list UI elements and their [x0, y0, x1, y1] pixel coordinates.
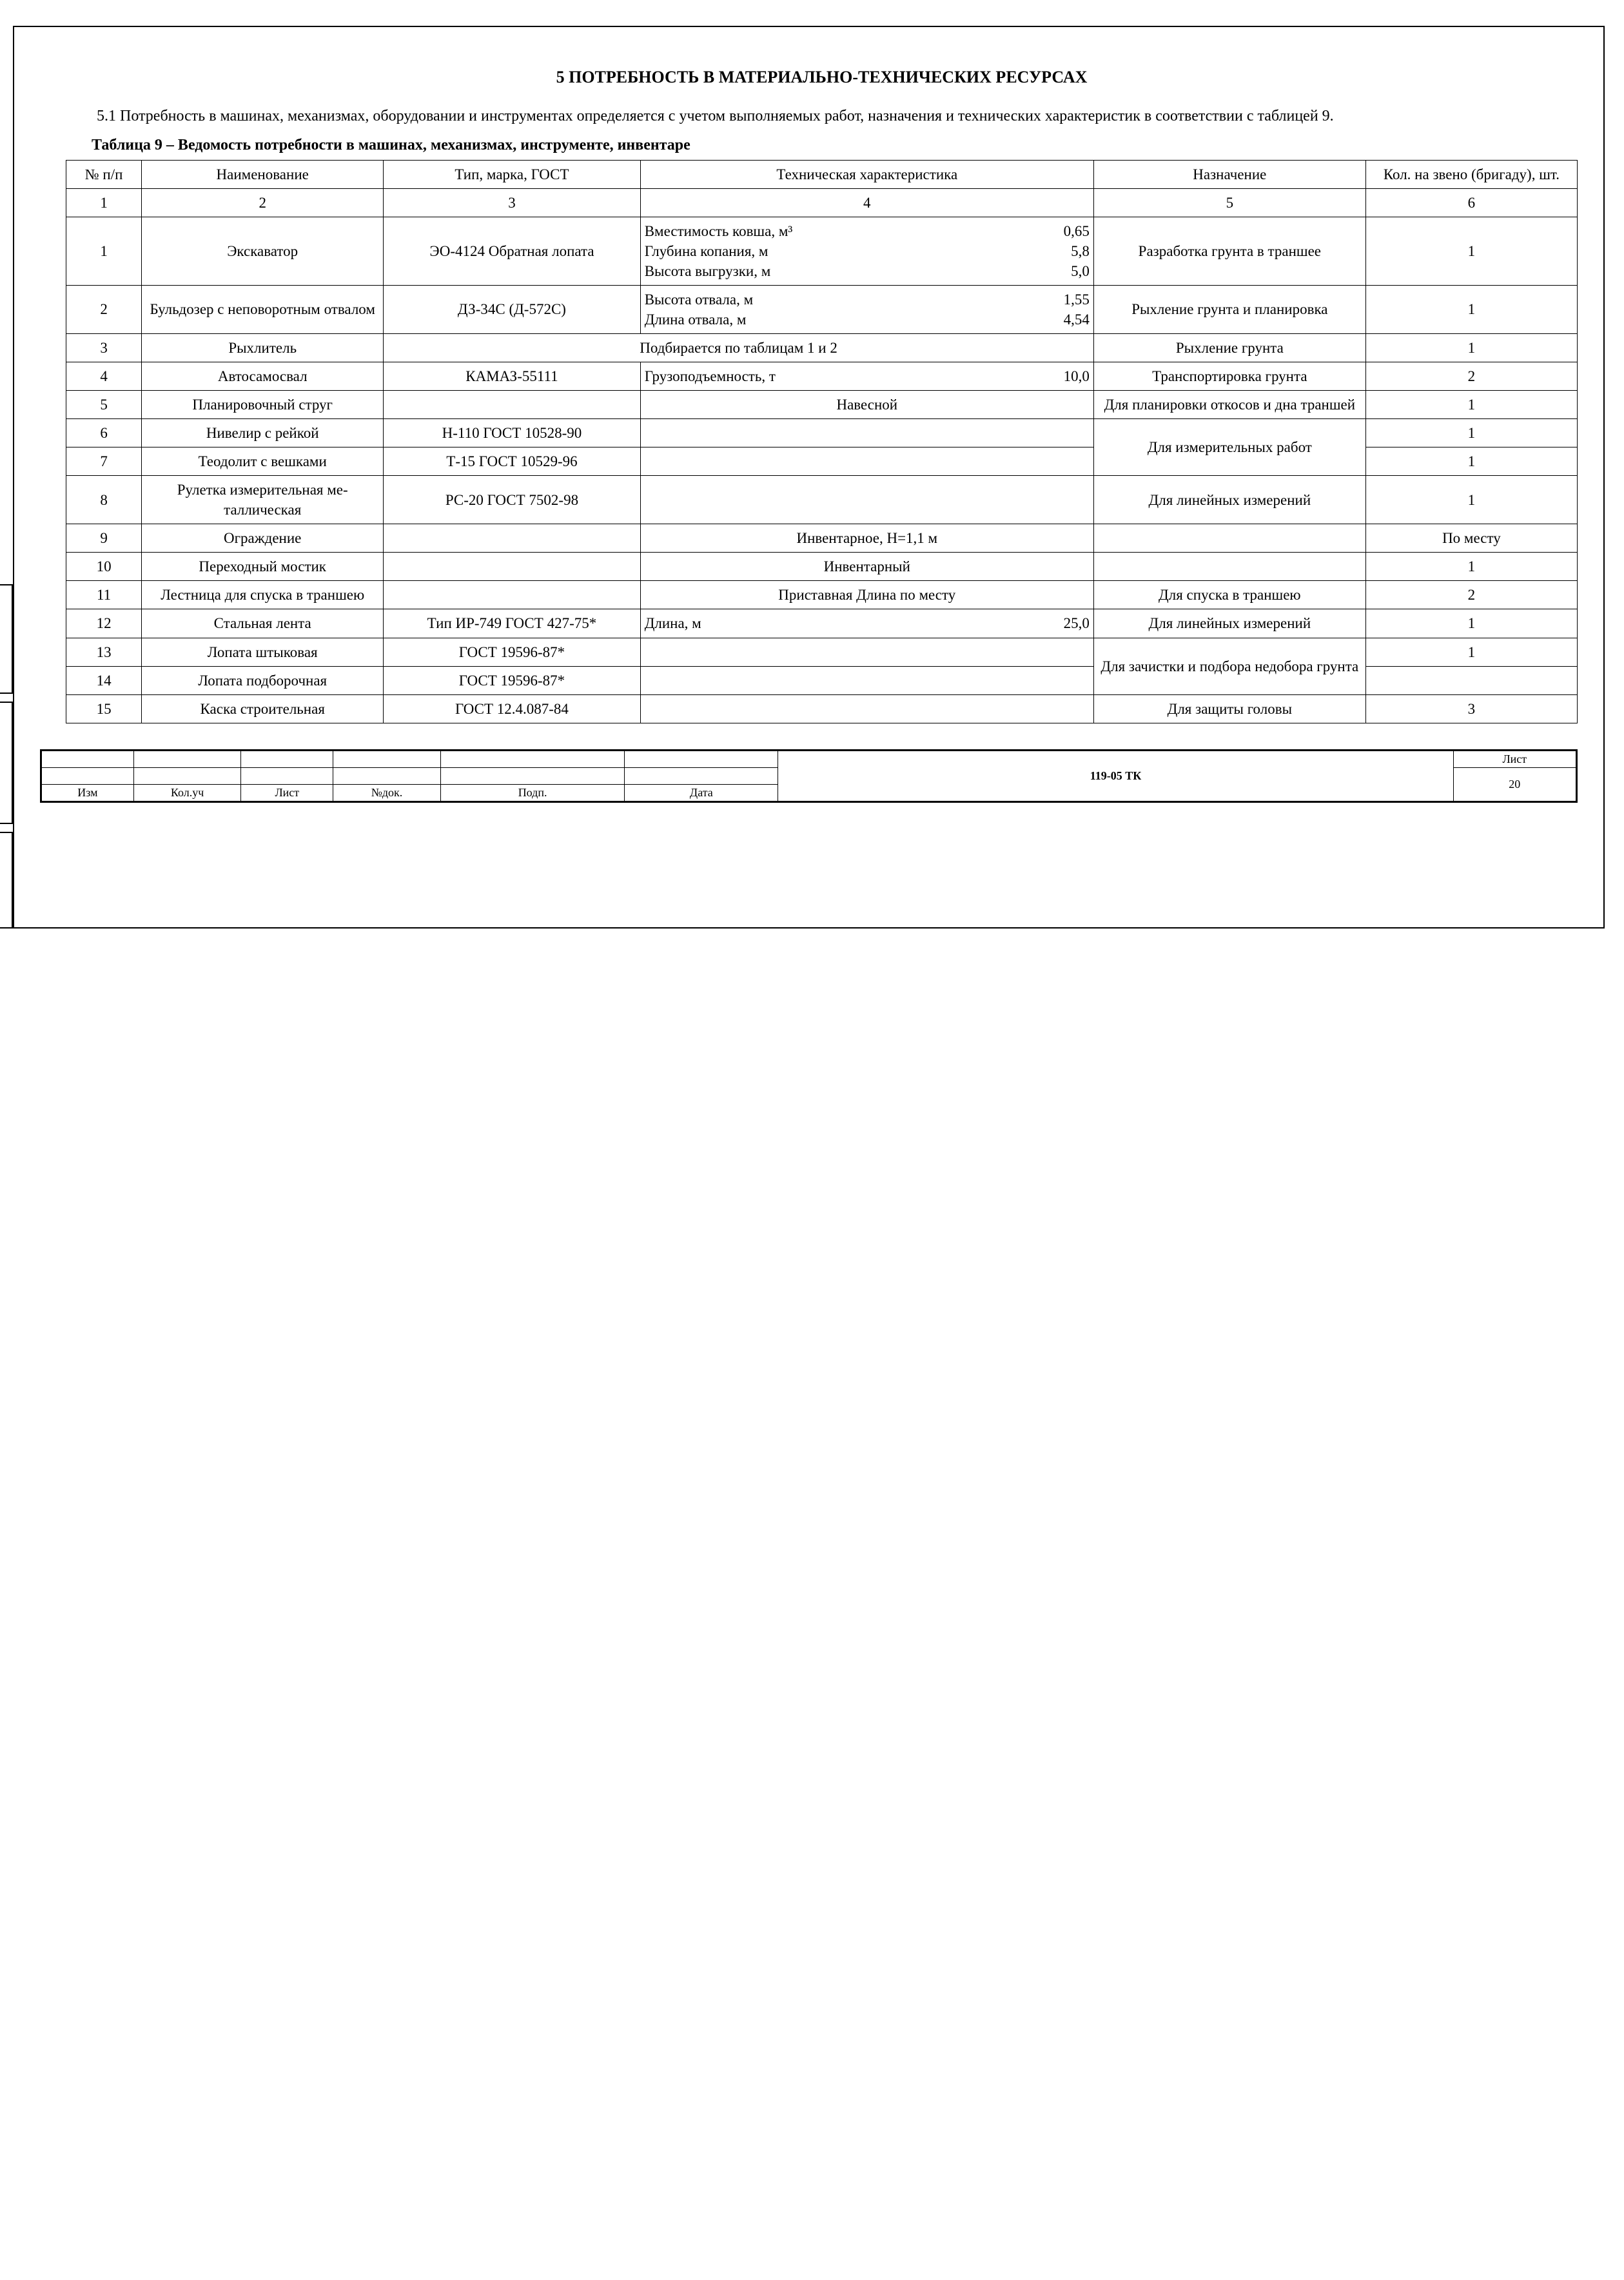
title-block: 119-05 ТК Лист 20 Изм Кол.уч Лист №док. …: [40, 749, 1578, 803]
table-row: 3 Рыхлитель Подбирается по таблицам 1 и …: [66, 334, 1578, 362]
table-row: 2 Бульдозер с неповорот­ным отвалом ДЗ-3…: [66, 285, 1578, 333]
tech-cell: Вместимость ковша, м³0,65 Глубина копани…: [640, 217, 1093, 285]
list-label: Лист: [1453, 751, 1576, 767]
table-row: 1 Экскаватор ЭО-4124 Обратная лопа­та Вм…: [66, 217, 1578, 285]
table-9: № п/п Наименова­ние Тип, марка, ГОСТ Тех…: [66, 160, 1578, 723]
side-box-podpis: Подпись и дата: [0, 702, 13, 824]
section-title: 5 ПОТРЕБНОСТЬ В МАТЕРИАЛЬНО-ТЕХНИЧЕСКИХ …: [66, 66, 1578, 88]
table-row: 6 Нивелир с рейкой Н-110 ГОСТ 10528-90 Д…: [66, 419, 1578, 447]
doc-code: 119-05 ТК: [778, 751, 1453, 801]
th-tech: Техническая характери­стика: [640, 160, 1093, 188]
th-name: Наименова­ние: [142, 160, 384, 188]
page-number: 20: [1453, 767, 1576, 801]
table-row: 5 Планировоч­ный струг Навесной Для план…: [66, 391, 1578, 419]
side-stamp-column: Взам.инв. № Подпись и дата Инв.№ подл.: [0, 584, 13, 929]
table-row: 12 Стальная лента Тип ИР-749 ГОСТ 427-75…: [66, 609, 1578, 638]
table-row: 11 Лестница для спуска в траншею Пристав…: [66, 581, 1578, 609]
side-box-inv: Инв.№ подл.: [0, 832, 13, 929]
th-type: Тип, марка, ГОСТ: [384, 160, 640, 188]
th-purpose: Назначение: [1093, 160, 1365, 188]
table-row: 8 Рулетка изме­рительная ме­таллическая …: [66, 476, 1578, 524]
th-num: № п/п: [66, 160, 142, 188]
table-caption: Таблица 9 – Ведомость потребности в маши…: [92, 135, 1578, 155]
paragraph-5-1: 5.1 Потребность в машинах, механизмах, о…: [66, 104, 1578, 128]
th-qty: Кол. на звено (бригаду), шт.: [1365, 160, 1577, 188]
table-row: 15 Каска строи­тельная ГОСТ 12.4.087-84 …: [66, 694, 1578, 723]
page-frame: Взам.инв. № Подпись и дата Инв.№ подл. 5…: [13, 26, 1605, 929]
side-box-vzam: Взам.инв. №: [0, 584, 13, 694]
table-row: 13 Лопата шты­ковая ГОСТ 19596-87* Для з…: [66, 638, 1578, 666]
table-row: 10 Переходный мостик Инвентарный 1: [66, 553, 1578, 581]
table-row: 9 Ограждение Инвентарное, Н=1,1 м По мес…: [66, 524, 1578, 553]
table-header-row: № п/п Наименова­ние Тип, марка, ГОСТ Тех…: [66, 160, 1578, 188]
table-row: 4 Автосамосвал КАМАЗ-55111 Грузоподъемно…: [66, 362, 1578, 391]
table-number-row: 1 2 3 4 5 6: [66, 188, 1578, 217]
